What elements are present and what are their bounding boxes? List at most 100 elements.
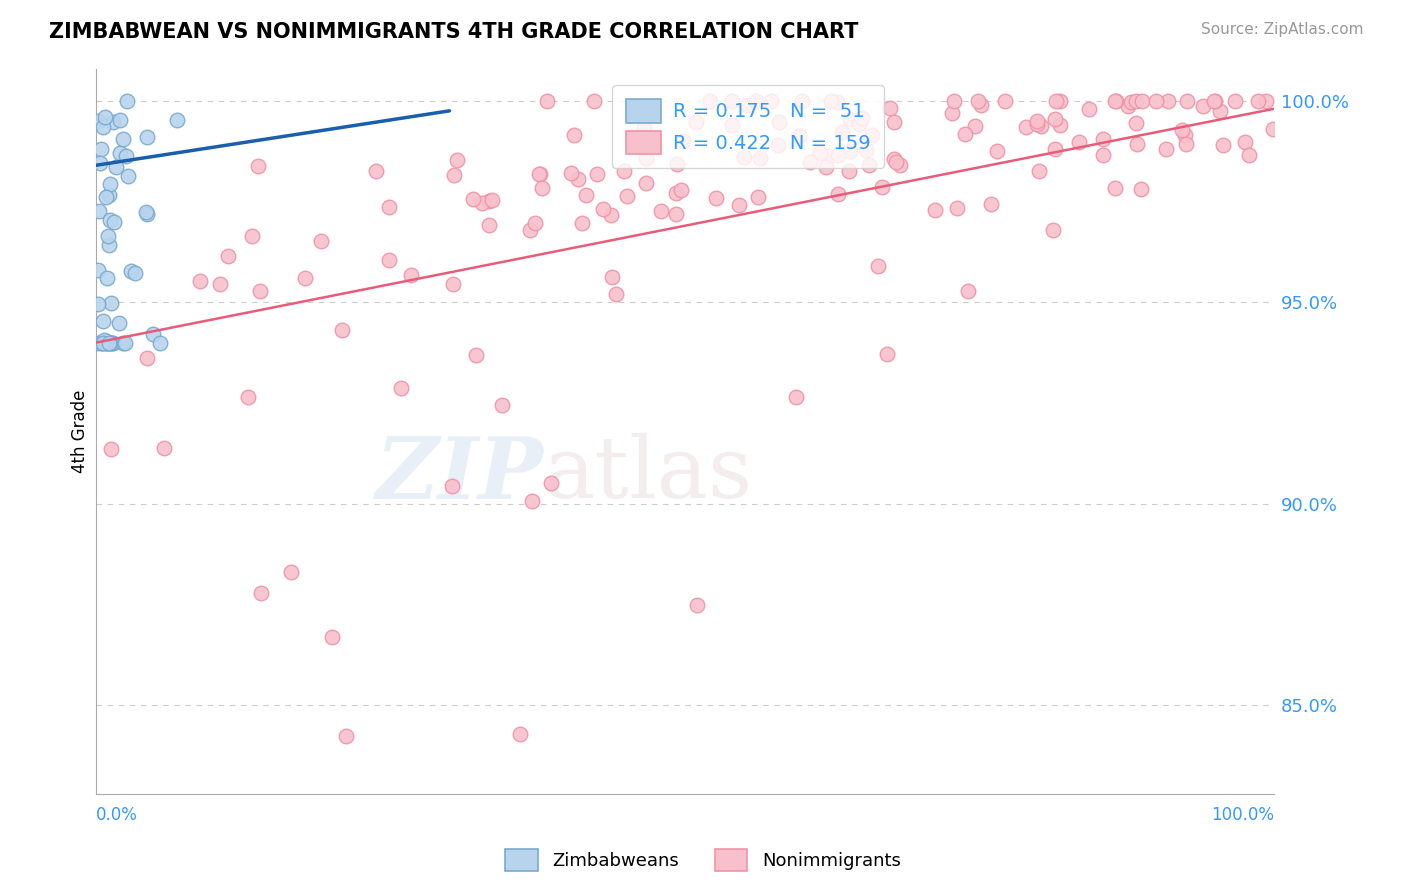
- Point: [1192, 98, 1215, 112]
- Point: [104, 160, 127, 174]
- Point: [963, 120, 986, 134]
- Point: [1254, 94, 1277, 108]
- Point: [114, 149, 136, 163]
- Point: [980, 196, 1002, 211]
- Point: [529, 167, 551, 181]
- Point: [848, 118, 870, 132]
- Point: [720, 118, 742, 132]
- Point: [520, 494, 543, 508]
- Point: [1177, 94, 1199, 108]
- Point: [665, 157, 688, 171]
- Point: [135, 204, 157, 219]
- Point: [530, 181, 553, 195]
- Point: [152, 441, 174, 455]
- Point: [1247, 94, 1270, 108]
- Point: [101, 335, 124, 350]
- Point: [744, 94, 766, 108]
- Point: [699, 94, 721, 108]
- Point: [866, 259, 889, 273]
- Point: [889, 157, 911, 171]
- Point: [957, 284, 980, 298]
- Point: [238, 390, 260, 404]
- Point: [1125, 116, 1147, 130]
- Point: [941, 106, 963, 120]
- Point: [1014, 120, 1036, 134]
- Point: [970, 98, 993, 112]
- Point: [94, 110, 117, 124]
- Point: [509, 726, 531, 740]
- Point: [665, 207, 688, 221]
- Point: [831, 126, 853, 140]
- Point: [90, 335, 112, 350]
- Y-axis label: 4th Grade: 4th Grade: [72, 390, 89, 473]
- Point: [1202, 94, 1225, 108]
- Point: [112, 131, 135, 145]
- Point: [634, 177, 657, 191]
- Point: [839, 144, 862, 158]
- Point: [1104, 94, 1126, 108]
- Point: [87, 114, 110, 128]
- Point: [946, 201, 969, 215]
- Point: [98, 238, 121, 252]
- Text: ZIMBABWEAN VS NONIMMIGRANTS 4TH GRADE CORRELATION CHART: ZIMBABWEAN VS NONIMMIGRANTS 4TH GRADE CO…: [49, 22, 859, 42]
- Point: [685, 115, 707, 129]
- Point: [994, 94, 1017, 108]
- Point: [967, 94, 990, 108]
- Point: [98, 335, 121, 350]
- Point: [1029, 120, 1052, 134]
- Point: [748, 151, 770, 165]
- Point: [110, 145, 132, 160]
- Point: [733, 150, 755, 164]
- Point: [377, 200, 399, 214]
- Point: [633, 120, 655, 135]
- Point: [686, 598, 709, 612]
- Point: [97, 229, 120, 244]
- Point: [883, 115, 905, 129]
- Point: [465, 348, 488, 362]
- Point: [364, 164, 387, 178]
- Point: [924, 202, 946, 217]
- Point: [101, 115, 124, 129]
- Point: [1233, 135, 1256, 149]
- Point: [89, 156, 111, 170]
- Point: [759, 94, 782, 108]
- Point: [1045, 94, 1067, 108]
- Point: [1157, 94, 1180, 108]
- Point: [1125, 94, 1147, 108]
- Point: [1263, 121, 1285, 136]
- Point: [86, 335, 108, 350]
- Point: [1104, 181, 1126, 195]
- Point: [94, 190, 117, 204]
- Point: [440, 479, 463, 493]
- Text: 100.0%: 100.0%: [1211, 806, 1274, 824]
- Point: [1049, 119, 1071, 133]
- Point: [1092, 147, 1115, 161]
- Point: [879, 101, 901, 115]
- Point: [815, 160, 838, 174]
- Point: [851, 111, 873, 125]
- Point: [1223, 94, 1246, 108]
- Point: [747, 190, 769, 204]
- Point: [377, 252, 399, 267]
- Legend: Zimbabweans, Nonimmigrants: Zimbabweans, Nonimmigrants: [498, 842, 908, 879]
- Point: [124, 266, 146, 280]
- Point: [98, 177, 121, 191]
- Point: [112, 335, 135, 350]
- Point: [942, 94, 965, 108]
- Point: [884, 155, 907, 169]
- Point: [1212, 137, 1234, 152]
- Point: [1028, 164, 1050, 178]
- Point: [986, 145, 1008, 159]
- Point: [706, 191, 728, 205]
- Point: [1174, 137, 1197, 152]
- Point: [839, 112, 862, 127]
- Point: [838, 164, 860, 178]
- Point: [94, 335, 117, 350]
- Point: [523, 216, 546, 230]
- Point: [246, 159, 269, 173]
- Point: [98, 335, 121, 350]
- Point: [240, 229, 263, 244]
- Point: [249, 284, 271, 298]
- Point: [93, 334, 115, 348]
- Point: [89, 203, 111, 218]
